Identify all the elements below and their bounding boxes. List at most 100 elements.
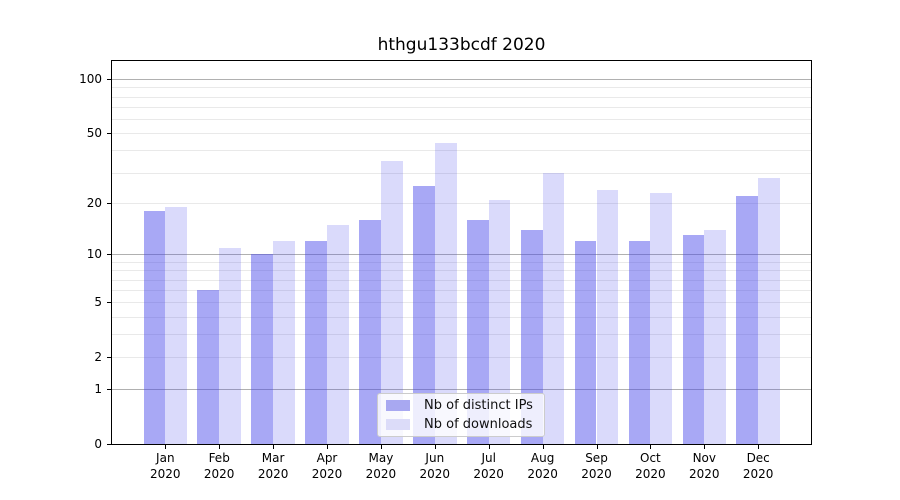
x-tick — [758, 445, 760, 449]
x-tick-label-month: Apr — [316, 451, 338, 465]
x-tick-label-month: Nov — [692, 451, 716, 465]
bar-distinct-ips-jan — [143, 211, 166, 444]
gridline-minor — [112, 203, 811, 205]
x-tick — [596, 445, 598, 449]
x-tick-label-year: 2020 — [419, 467, 451, 481]
bar-downloads-jan — [165, 207, 188, 444]
bar-downloads-nov — [704, 229, 727, 444]
bar-distinct-ips-mar — [251, 254, 274, 444]
bar-distinct-ips-sep — [574, 241, 597, 444]
legend: Nb of distinct IPs Nb of downloads — [377, 393, 545, 437]
gridline-minor — [112, 316, 811, 318]
x-tick-label: Nov 2020 — [674, 450, 734, 482]
x-tick-label-month: Jul — [481, 451, 496, 465]
x-tick-label: Jan 2020 — [135, 450, 195, 482]
x-tick-label-year: 2020 — [581, 467, 612, 481]
gridline-major — [112, 389, 811, 391]
y-tick-label: 20 — [86, 196, 102, 211]
bar-distinct-ips-aug — [520, 229, 543, 444]
gridline-major — [112, 79, 811, 81]
x-tick-label-year: 2020 — [742, 467, 774, 481]
bar-downloads-dec — [758, 177, 780, 444]
x-tick-label-year: 2020 — [150, 467, 181, 481]
x-tick-label-month: Aug — [530, 451, 555, 465]
x-tick-label-month: Dec — [746, 451, 770, 465]
x-tick-label-year: 2020 — [311, 467, 343, 481]
legend-item-downloads: Nb of downloads — [386, 417, 544, 432]
x-tick — [165, 445, 167, 449]
x-tick-label: Sep 2020 — [567, 450, 627, 482]
x-tick — [219, 445, 221, 449]
bar-distinct-ips-jun — [413, 186, 435, 444]
x-tick — [704, 445, 706, 449]
gridline-minor — [112, 357, 811, 359]
bar-distinct-ips-jul — [466, 220, 489, 444]
bar-downloads-feb — [219, 247, 241, 444]
x-tick-label: Jul 2020 — [459, 450, 519, 482]
x-tick — [650, 445, 652, 449]
x-tick — [434, 445, 436, 449]
x-tick — [327, 445, 328, 449]
x-tick-label-month: Jun — [425, 451, 445, 465]
x-tick-label-month: Sep — [585, 451, 608, 465]
x-tick-label: Apr 2020 — [297, 450, 357, 482]
x-tick-label-month: Jan — [156, 451, 175, 465]
x-tick-label-year: 2020 — [365, 467, 397, 481]
gridline-major — [112, 254, 811, 256]
x-tick-label-month: Mar — [261, 451, 285, 465]
bar-downloads-sep — [596, 189, 619, 444]
bar-downloads-mar — [273, 241, 295, 444]
x-tick-label: Oct 2020 — [620, 450, 680, 482]
bar-downloads-jul — [488, 199, 511, 444]
gridline-minor — [112, 290, 811, 292]
y-tick — [107, 444, 112, 445]
y-tick — [107, 357, 112, 359]
x-tick-label: Aug 2020 — [513, 450, 573, 482]
legend-label-distinct-ips: Nb of distinct IPs — [424, 398, 533, 413]
y-tick — [107, 79, 112, 81]
x-tick-label-month: Feb — [208, 451, 230, 465]
x-tick-label-year: 2020 — [635, 467, 666, 481]
gridline-minor — [112, 270, 811, 272]
y-tick-label: 2 — [94, 350, 102, 365]
bar-downloads-apr — [327, 224, 349, 444]
chart-title: hthgu133bcdf 2020 — [377, 35, 546, 55]
x-tick-label-month: Oct — [640, 451, 661, 465]
bar-downloads-jun — [434, 143, 457, 444]
x-tick-label: Dec 2020 — [728, 450, 788, 482]
x-tick — [488, 445, 490, 449]
x-tick-label: Feb 2020 — [189, 450, 249, 482]
bar-downloads-oct — [650, 192, 673, 444]
y-tick-label: 5 — [94, 295, 102, 310]
x-tick-label-year: 2020 — [257, 467, 289, 481]
gridline-minor — [112, 96, 811, 98]
bar-distinct-ips-nov — [682, 235, 705, 444]
plot-area — [111, 60, 812, 445]
x-tick — [542, 445, 544, 449]
y-tick-label: 0 — [94, 437, 102, 451]
bar-distinct-ips-oct — [628, 241, 651, 444]
gridline-minor — [112, 262, 811, 263]
y-tick-label: 50 — [86, 126, 102, 141]
y-tick — [107, 254, 112, 256]
x-tick-label-year: 2020 — [473, 467, 504, 481]
gridline-minor — [112, 279, 811, 281]
legend-item-distinct-ips: Nb of distinct IPs — [386, 398, 544, 413]
bar-distinct-ips-dec — [736, 196, 759, 444]
bar-downloads-aug — [542, 172, 565, 444]
y-tick — [107, 133, 112, 135]
gridline-minor — [112, 119, 811, 121]
y-tick — [107, 302, 112, 304]
bar-distinct-ips-apr — [305, 241, 327, 444]
bar-distinct-ips-may — [359, 220, 381, 444]
x-tick — [380, 445, 382, 449]
gridline-minor — [112, 150, 811, 152]
bar-distinct-ips-feb — [197, 290, 220, 444]
x-tick — [273, 445, 275, 449]
legend-swatch-downloads — [386, 419, 410, 430]
gridline-minor — [112, 87, 811, 89]
bar-downloads-may — [380, 160, 403, 444]
x-tick-label-month: May — [368, 451, 394, 465]
x-tick-label-year: 2020 — [689, 467, 720, 481]
